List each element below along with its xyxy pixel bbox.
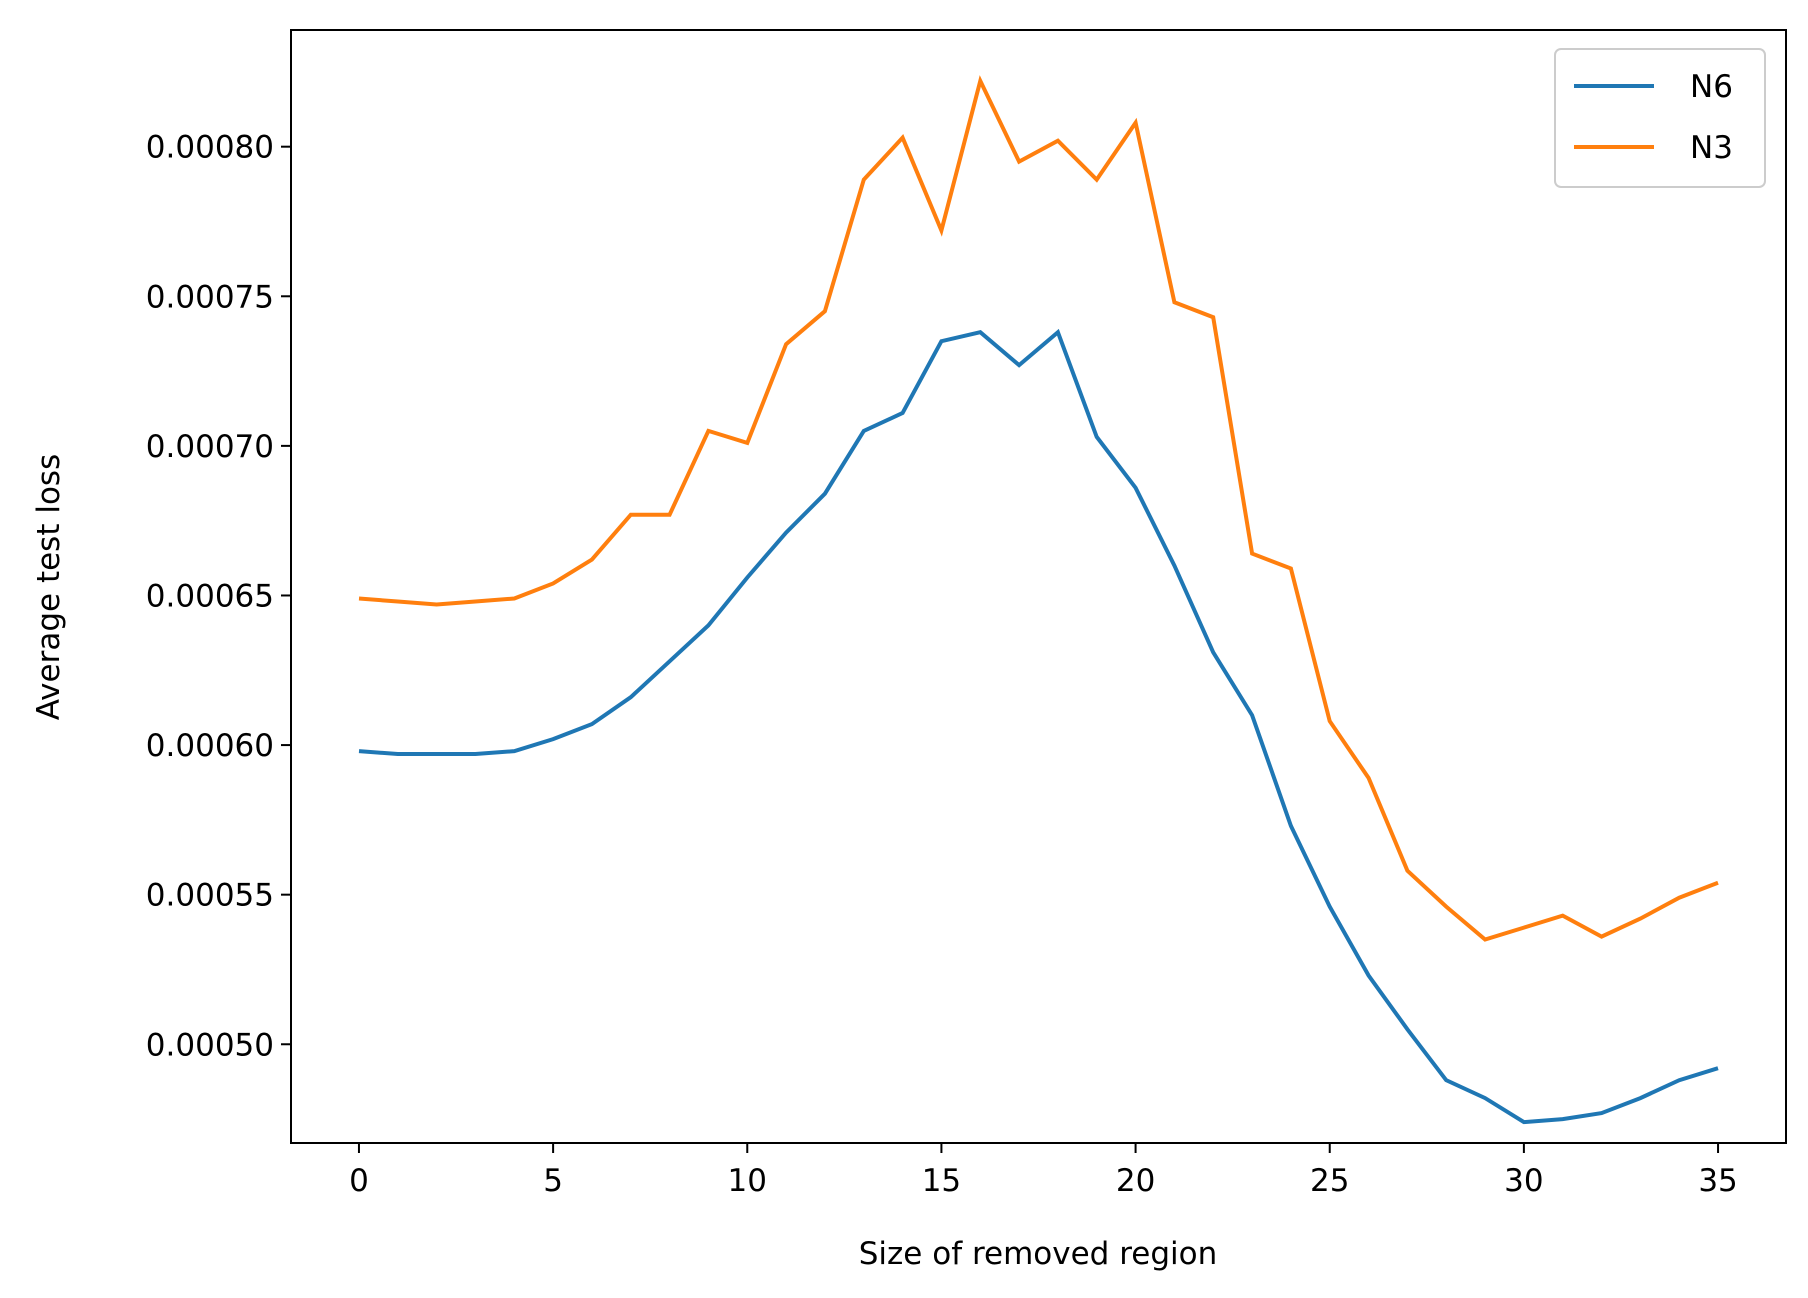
y-tick-label: 0.00055: [146, 878, 274, 914]
legend: N6 N3: [1554, 48, 1766, 188]
x-tick-label: 20: [1116, 1163, 1155, 1199]
y-axis-ticks: 0.00050 0.00055 0.00060 0.00065 0.00070 0.000…: [146, 130, 291, 1063]
x-axis-ticks: 0 5 10 15 20 25 30 35: [349, 1143, 1738, 1199]
y-axis-title: Average test loss: [31, 454, 67, 720]
x-tick-label: 10: [728, 1163, 767, 1199]
x-tick-label: 0: [349, 1163, 369, 1199]
x-axis-title: Size of removed region: [859, 1236, 1218, 1272]
series-line-n3: [358, 75, 1719, 942]
y-tick-label: 0.00065: [146, 578, 274, 614]
legend-label-n3: N3: [1690, 130, 1733, 166]
y-tick-label: 0.00070: [146, 429, 274, 465]
x-tick-label: 30: [1504, 1163, 1543, 1199]
series-line-n6: [358, 328, 1719, 1125]
y-tick-label: 0.00080: [146, 130, 274, 166]
y-tick-label: 0.00075: [146, 279, 274, 315]
y-tick-label: 0.00050: [146, 1027, 274, 1063]
x-tick-label: 35: [1698, 1163, 1737, 1199]
x-tick-label: 15: [922, 1163, 961, 1199]
x-tick-label: 25: [1310, 1163, 1349, 1199]
legend-label-n6: N6: [1690, 69, 1733, 105]
plot-lines: [358, 75, 1719, 1125]
y-tick-label: 0.00060: [146, 728, 274, 764]
plot-frame: [290, 29, 1787, 1144]
legend-box: [1554, 48, 1766, 188]
x-tick-label: 5: [543, 1163, 563, 1199]
